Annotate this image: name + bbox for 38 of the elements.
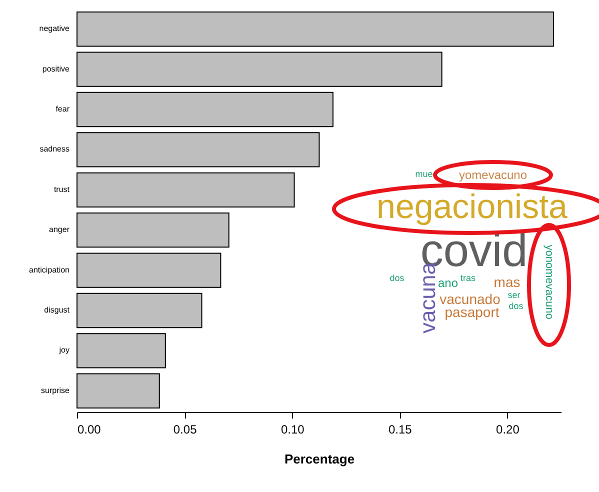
y-tick-label: surprise bbox=[41, 386, 70, 395]
annotation: yonomevacuno bbox=[543, 244, 555, 320]
bar bbox=[76, 333, 166, 368]
annotation: dos bbox=[508, 301, 524, 311]
x-tick-label: 0.10 bbox=[280, 422, 305, 436]
annotation: mue bbox=[415, 169, 433, 179]
bar bbox=[76, 172, 295, 208]
bar bbox=[76, 292, 202, 328]
x-axis-title: Percentage bbox=[284, 452, 355, 466]
y-tick-label: negative bbox=[39, 24, 70, 34]
annotation: ano bbox=[438, 276, 458, 290]
bar bbox=[76, 52, 442, 87]
annotation: negacionista bbox=[376, 188, 568, 226]
y-tick-label: sadness bbox=[40, 144, 70, 154]
annotation: yomevacuno bbox=[458, 168, 528, 182]
annotation: pasaport bbox=[444, 304, 500, 320]
annotation: tras bbox=[460, 273, 476, 283]
annotation: mas bbox=[494, 274, 520, 290]
y-tick-label: positive bbox=[42, 64, 70, 74]
annotation: ser bbox=[508, 290, 520, 300]
bar bbox=[76, 12, 554, 47]
annotation: dos bbox=[390, 273, 405, 283]
bar bbox=[76, 132, 320, 168]
x-tick-label: 0.20 bbox=[496, 422, 520, 436]
bar bbox=[76, 92, 334, 128]
annotation: vacunado bbox=[440, 291, 501, 307]
y-tick-label: disgust bbox=[44, 305, 70, 314]
y-tick-label: fear bbox=[56, 104, 70, 114]
y-tick-label: anger bbox=[49, 225, 70, 234]
x-tick-label: 0.05 bbox=[173, 422, 198, 436]
y-tick-label: joy bbox=[58, 346, 70, 355]
bar bbox=[76, 373, 160, 408]
x-tick-label: 0.15 bbox=[388, 422, 412, 436]
bar bbox=[76, 252, 222, 288]
bar bbox=[76, 212, 230, 248]
x-tick-label: 0.00 bbox=[78, 422, 102, 436]
y-tick-label: trust bbox=[54, 184, 70, 194]
y-tick-label: anticipation bbox=[29, 265, 70, 274]
